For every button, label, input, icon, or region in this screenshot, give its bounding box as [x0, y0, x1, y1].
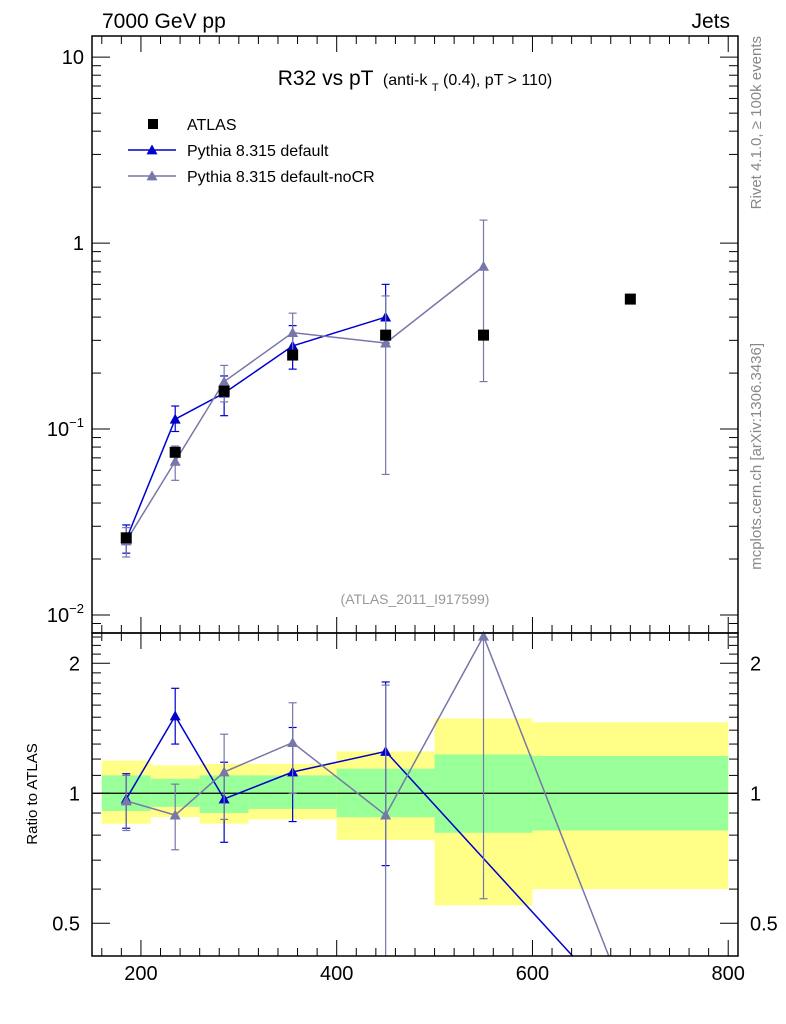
ratio-y-tick-label-left: 1 [69, 783, 80, 805]
ratio-point-1 [169, 809, 181, 820]
ratio-plot-area [92, 630, 738, 957]
ratio-point-1 [380, 809, 392, 820]
plot-title-rest: (0.4), pT > 110) [443, 72, 552, 89]
ratio-y-label: Ratio to ATLAS [24, 743, 41, 844]
atlas-data-point [287, 349, 299, 361]
ratio-y-tick-label-right: 1 [750, 783, 761, 805]
plot-title: R32 vs pT (anti-k T (0.4), pT > 110) [278, 67, 553, 95]
atlas-data-point [478, 329, 490, 341]
ratio-y-tick-label-right: 0.5 [750, 913, 778, 935]
ratio-point-0 [169, 710, 181, 721]
main-y-tick-base: 10 [47, 419, 69, 441]
mcplots-label: mcplots.cern.ch [arXiv:1306.3436] [748, 343, 765, 570]
main-y-tick-base: 1 [73, 233, 84, 255]
main-y-tick-label: 10−2 [47, 601, 84, 627]
series-point-1 [218, 376, 230, 386]
analysis-id: (ATLAS_2011_I917599) [341, 591, 490, 607]
main-y-tick-base: 10 [62, 47, 84, 69]
series-line-1 [125, 265, 484, 542]
plot-title-main: R32 vs pT [278, 67, 374, 90]
plot-title-subscript: T [432, 82, 439, 94]
series-point-1 [287, 327, 299, 338]
legend: ATLAS Pythia 8.315 default Pythia 8.315 de… [128, 117, 375, 186]
x-tick-label: 200 [124, 963, 157, 985]
legend-marker-2 [146, 170, 158, 181]
main-y-tick-label: 10 [62, 47, 84, 69]
plot-title-paren: (anti-k [383, 72, 428, 89]
ratio-point-1 [478, 630, 490, 641]
process-label: Jets [691, 10, 730, 33]
legend-label-1: Pythia 8.315 default [187, 143, 329, 160]
main-plot-area [120, 219, 636, 558]
main-y-tick-label: 1 [73, 233, 84, 255]
ratio-line-0 [125, 714, 574, 957]
x-tick-label: 600 [516, 963, 549, 985]
x-tick-label: 400 [320, 963, 353, 985]
header: 7000 GeV pp Jets [102, 10, 730, 33]
x-tick-label: 800 [712, 963, 745, 985]
ratio-y-tick-label-left: 2 [69, 653, 80, 675]
series-point-1 [169, 455, 181, 466]
legend-label-atlas: ATLAS [187, 117, 237, 134]
ratio-y-tick-label-right: 2 [750, 653, 761, 675]
ratio-axes: 200 400 600 800 0.5 0.5 1 1 2 2 [52, 633, 778, 985]
atlas-data-point [169, 446, 181, 458]
series-line-0 [125, 316, 386, 540]
ratio-y-tick-label-left: 0.5 [52, 913, 80, 935]
series-point-1 [478, 260, 490, 271]
ratio-panel: 200 400 600 800 0.5 0.5 1 1 2 2 Ratio to ATLAS [24, 630, 778, 985]
legend-marker-1 [146, 144, 158, 155]
rivet-version-label: Rivet 4.1.0, ≥ 100k events [748, 36, 765, 209]
main-y-tick-base: 10 [47, 605, 69, 627]
atlas-data-point [380, 329, 392, 341]
energy-label: 7000 GeV pp [102, 10, 226, 33]
atlas-data-point [120, 532, 132, 544]
main-y-tick-exponent: −2 [69, 601, 84, 616]
legend-marker-atlas [148, 119, 158, 129]
atlas-data-point [218, 385, 230, 397]
series-point-0 [169, 413, 181, 424]
ratio-point-1 [287, 737, 299, 748]
main-y-tick-label: 10−1 [47, 415, 84, 441]
ratio-point-1 [218, 766, 230, 777]
main-y-tick-exponent: −1 [69, 415, 84, 430]
series-point-1 [380, 337, 392, 348]
ratio-point-1 [120, 795, 132, 806]
atlas-data-point [624, 293, 636, 305]
legend-label-2: Pythia 8.315 default-noCR [187, 169, 375, 186]
